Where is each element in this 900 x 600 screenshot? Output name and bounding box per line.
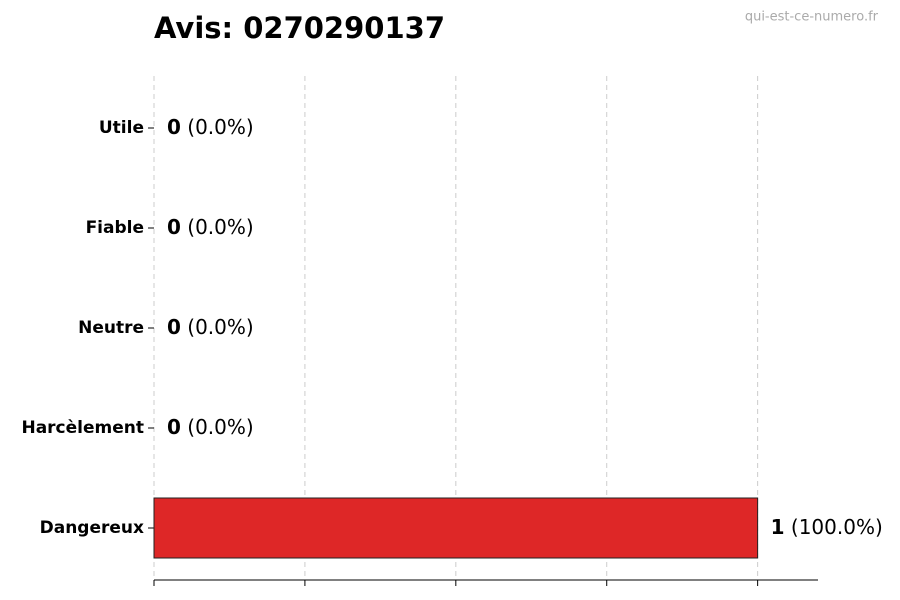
value-percent: (0.0%)	[187, 315, 253, 339]
value-label: 1 (100.0%)	[771, 515, 883, 539]
y-tick-label: Utile	[99, 118, 144, 138]
value-percent: (100.0%)	[791, 515, 883, 539]
value-percent: (0.0%)	[187, 415, 253, 439]
value-number: 1	[771, 515, 785, 539]
value-label: 0 (0.0%)	[167, 315, 254, 339]
value-label: 0 (0.0%)	[167, 115, 254, 139]
value-number: 0	[167, 415, 181, 439]
watermark: qui-est-ce-numero.fr	[745, 10, 879, 25]
value-percent: (0.0%)	[187, 115, 253, 139]
y-tick-label: Neutre	[78, 318, 144, 338]
y-tick-label: Dangereux	[40, 518, 144, 538]
value-label: 0 (0.0%)	[167, 415, 254, 439]
value-percent: (0.0%)	[187, 215, 253, 239]
y-tick-label: Harcèlement	[21, 418, 144, 438]
value-number: 0	[167, 315, 181, 339]
y-tick-label: Fiable	[86, 218, 144, 238]
value-label: 0 (0.0%)	[167, 215, 254, 239]
value-number: 0	[167, 215, 181, 239]
bar	[153, 497, 759, 559]
value-number: 0	[167, 115, 181, 139]
chart-title: Avis: 0270290137	[154, 11, 445, 45]
